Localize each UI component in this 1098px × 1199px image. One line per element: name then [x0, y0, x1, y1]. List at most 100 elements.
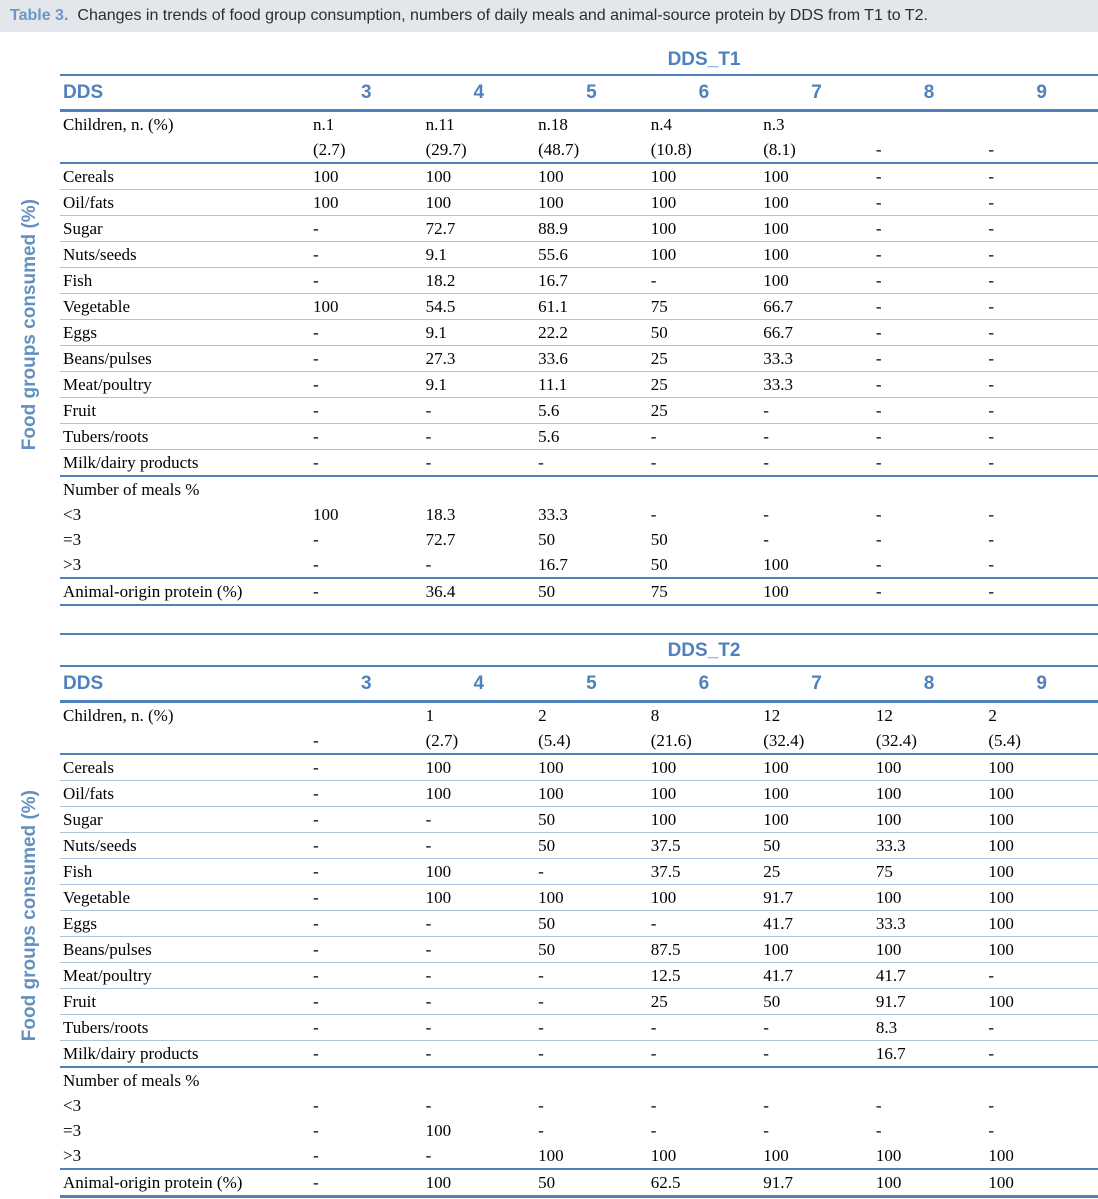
- food-group-label: Eggs: [60, 910, 310, 937]
- children-count: [985, 111, 1098, 138]
- group-title-row: DDS_T1: [60, 44, 1098, 76]
- meals-value: -: [875, 1121, 882, 1140]
- food-group-value: 9.1: [422, 241, 536, 268]
- children-label: Children, n. (%): [63, 706, 174, 725]
- food-group-value: 100: [872, 884, 986, 911]
- food-group-value: 12.5: [647, 962, 761, 989]
- food-group-value: 100: [760, 241, 873, 268]
- food-group-value: -: [422, 962, 536, 989]
- animal-protein-label: Animal-origin protein (%): [60, 578, 310, 606]
- children-row-line1: Children, n. (%) n.1 n.11 n.18 n.4 n.3: [60, 111, 1098, 138]
- dds-column-header: 8: [872, 666, 986, 703]
- spacer-cell: [760, 1067, 873, 1093]
- food-group-value: 100: [872, 936, 986, 963]
- food-group-row: Eggs -9.1 22.2 50 66.7- -: [60, 319, 1098, 346]
- dds-column-header: 9: [985, 75, 1098, 112]
- food-group-value: 100: [422, 189, 536, 216]
- children-percent: (5.4): [985, 728, 1098, 755]
- food-group-value: 33.3: [760, 345, 873, 372]
- food-group-value: 100: [647, 780, 761, 807]
- dds-header-row: DDS 3 4 5 6 7 8 9: [60, 666, 1098, 703]
- food-group-value: -: [985, 345, 1098, 372]
- food-group-value: 88.9: [535, 215, 648, 242]
- dds-column-header: 7: [760, 75, 873, 112]
- meals-value: 100: [425, 1121, 452, 1140]
- dds-header-label: DDS: [60, 75, 310, 112]
- food-group-value: -: [535, 1040, 648, 1068]
- food-group-value: 100: [760, 267, 873, 294]
- food-group-value: -: [535, 449, 648, 477]
- food-group-value: 50: [535, 936, 648, 963]
- food-group-row: Cereals 100 100 100 100 100- -: [60, 163, 1098, 190]
- meals-row: <3 100 18.3 33.3 - - - -: [60, 502, 1098, 527]
- food-group-value: 100: [535, 163, 648, 190]
- meals-value: -: [310, 1143, 423, 1170]
- food-group-value: 41.7: [872, 962, 986, 989]
- children-count: n.1: [313, 115, 335, 134]
- food-group-label: Milk/dairy products: [60, 449, 310, 477]
- children-percent: (5.4): [535, 728, 648, 755]
- food-group-label: Sugar: [60, 806, 310, 833]
- group-title: DDS_T2: [310, 633, 1098, 667]
- food-group-value: 18.2: [422, 267, 536, 294]
- children-count: n.11: [425, 115, 455, 134]
- food-group-value: 100: [647, 754, 761, 781]
- food-group-value: 75: [647, 293, 761, 320]
- food-group-value: -: [985, 163, 1098, 190]
- meals-value: -: [988, 1096, 995, 1115]
- meals-row-label: >3: [60, 552, 310, 579]
- food-group-value: 100: [760, 780, 873, 807]
- meals-value: -: [763, 505, 769, 524]
- spacer-cell: [310, 476, 423, 502]
- food-group-value: -: [535, 988, 648, 1015]
- food-group-value: -: [872, 189, 986, 216]
- spacer-cell: [535, 1067, 648, 1093]
- dds-column-header: 6: [647, 666, 761, 703]
- meals-value: -: [422, 552, 536, 579]
- food-group-value: 25: [647, 397, 761, 424]
- children-percent: (8.1): [760, 137, 873, 164]
- food-group-value: -: [647, 449, 761, 477]
- food-group-value: -: [422, 988, 536, 1015]
- food-group-value: 100: [760, 215, 873, 242]
- dds-column-header: 5: [535, 666, 648, 703]
- food-group-value: -: [310, 215, 423, 242]
- table-caption: Table 3. Changes in trends of food group…: [0, 0, 1098, 32]
- food-group-value: 100: [985, 884, 1098, 911]
- meals-row: =3 - 100 - - - - -: [60, 1118, 1098, 1143]
- food-group-value: -: [422, 397, 536, 424]
- food-group-label: Sugar: [60, 215, 310, 242]
- meals-value: 100: [760, 552, 873, 579]
- food-group-value: -: [310, 936, 423, 963]
- food-group-label: Cereals: [60, 754, 310, 781]
- meals-value: -: [650, 1121, 657, 1140]
- food-group-value: -: [422, 832, 536, 859]
- food-group-row: Oil/fats 100 100 100 100 100- -: [60, 189, 1098, 216]
- food-group-value: 55.6: [535, 241, 648, 268]
- food-group-value: 50: [535, 806, 648, 833]
- food-group-value: -: [422, 936, 536, 963]
- dds-data-table: DDS_T1 DDS 3 4 5 6 7 8 9 Children, n. (%) n.1 n.11 n…: [60, 44, 1098, 606]
- spacer-cell: [873, 1067, 986, 1093]
- food-group-value: -: [647, 910, 761, 937]
- children-percent: (32.4): [760, 728, 873, 755]
- meals-value: 72.7: [425, 530, 456, 549]
- food-group-value: 100: [422, 884, 536, 911]
- food-group-value: -: [985, 319, 1098, 346]
- food-group-value: 33.3: [872, 910, 986, 937]
- children-percent: (2.7): [422, 728, 536, 755]
- food-group-value: 100: [985, 858, 1098, 885]
- food-group-label: Beans/pulses: [60, 936, 310, 963]
- animal-protein-value: 50: [535, 1169, 648, 1198]
- food-group-value: 100: [647, 215, 761, 242]
- food-group-value: 33.3: [760, 371, 873, 398]
- food-group-label: Tubers/roots: [60, 1014, 310, 1041]
- food-group-value: -: [310, 241, 423, 268]
- food-group-value: 100: [985, 936, 1098, 963]
- food-groups-axis-gutter: Food groups consumed (%): [0, 633, 60, 1198]
- food-group-value: -: [647, 1040, 761, 1068]
- food-group-value: -: [985, 293, 1098, 320]
- spacer-cell: [648, 1067, 761, 1093]
- food-group-label: Beans/pulses: [60, 345, 310, 372]
- food-group-value: -: [310, 988, 423, 1015]
